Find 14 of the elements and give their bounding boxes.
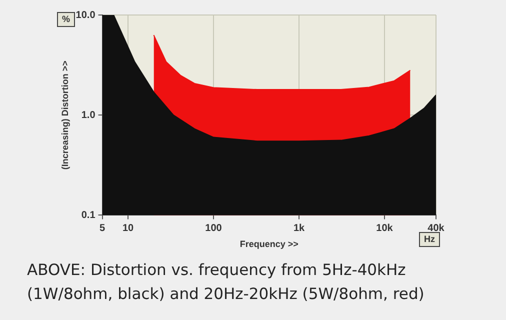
text: Hz [419, 232, 440, 247]
x-tick-label: 10 [122, 222, 134, 234]
x-tick-label: 40k [428, 222, 445, 234]
x-tick-label: 100 [205, 222, 222, 234]
x-tick-label: 10k [376, 222, 394, 234]
x-axis-title: Frequency >> [240, 239, 298, 250]
y-tick-label: 10.0 [76, 10, 96, 21]
y-tick-label: 1.0 [81, 110, 96, 121]
x-tick-label: 1k [293, 222, 306, 234]
text: % [57, 12, 76, 27]
text: ABOVE: Distortion vs. frequency from 5Hz-40kHz (1W/8ohm, black) and 20Hz-20kHz (5W/8ohm, red) [27, 260, 426, 305]
y-tick-label: 0.1 [81, 210, 96, 221]
x-tick-label: 5 [99, 222, 106, 234]
y-axis-title: (Increasing) Distortion >> [60, 60, 70, 170]
